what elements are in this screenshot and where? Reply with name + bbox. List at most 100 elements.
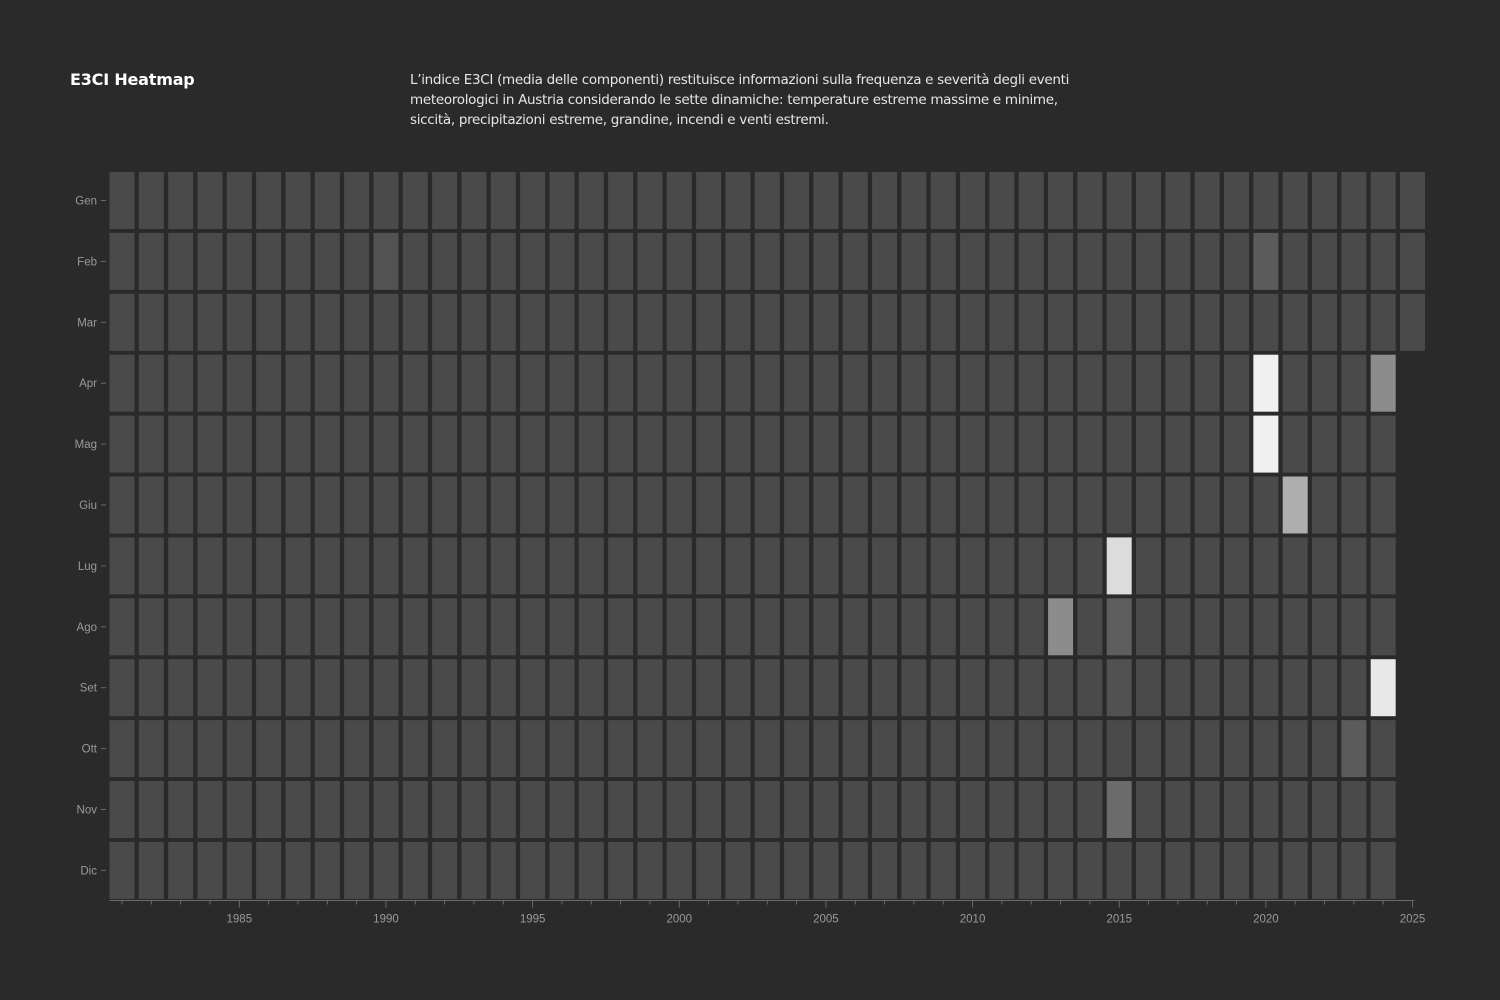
heatmap-cell-1998-lug <box>608 537 634 595</box>
heatmap-cell-2023-gen <box>1341 172 1367 229</box>
heatmap-cell-2012-lug <box>1018 537 1044 595</box>
heatmap-cell-2005-dic <box>813 841 839 899</box>
heatmap-cell-2007-feb <box>872 232 898 290</box>
heatmap-cell-1994-nov <box>490 781 516 838</box>
heatmap-cell-2024-mar <box>1370 293 1396 351</box>
heatmap-cell-1995-apr <box>520 354 546 412</box>
y-tick-label-lug: Lug <box>78 561 97 573</box>
heatmap-cell-1994-mar <box>490 293 516 351</box>
heatmap-cell-2024-gen <box>1370 172 1396 229</box>
heatmap-cell-2017-set <box>1165 659 1191 717</box>
heatmap-cell-1999-set <box>637 659 663 717</box>
heatmap-cell-2018-lug <box>1194 537 1220 595</box>
heatmap-cell-1996-mar <box>549 293 575 351</box>
heatmap-cell-2015-gen <box>1106 172 1132 229</box>
heatmap-cell-1982-lug <box>138 537 164 595</box>
heatmap-cell-2023-dic <box>1341 841 1367 899</box>
heatmap-cell-1986-apr <box>256 354 282 412</box>
x-tick-label-2020: 2020 <box>1253 914 1279 926</box>
heatmap-cell-2002-apr <box>725 354 751 412</box>
heatmap-cell-2015-ago <box>1106 598 1132 656</box>
heatmap-cell-2007-mag <box>872 415 898 473</box>
heatmap-cell-1988-ago <box>314 598 340 656</box>
heatmap-cell-1990-nov <box>373 781 399 838</box>
heatmap-cell-2013-ott <box>1048 720 1074 778</box>
heatmap-cell-1989-apr <box>344 354 370 412</box>
heatmap-cell-2006-ago <box>842 598 868 656</box>
heatmap-cell-1995-mag <box>520 415 546 473</box>
heatmap-cell-2002-nov <box>725 781 751 838</box>
heatmap-cell-1990-apr <box>373 354 399 412</box>
heatmap-cell-2001-giu <box>696 476 722 534</box>
heatmap-cell-2018-nov <box>1194 781 1220 838</box>
heatmap-cell-1995-mar <box>520 293 546 351</box>
heatmap-cell-1998-ago <box>608 598 634 656</box>
heatmap-cell-2014-dic <box>1077 841 1103 899</box>
heatmap-cell-2008-apr <box>901 354 927 412</box>
heatmap-cell-2014-feb <box>1077 232 1103 290</box>
heatmap-cell-2001-feb <box>696 232 722 290</box>
heatmap-cell-2010-giu <box>960 476 986 534</box>
heatmap-cell-2002-giu <box>725 476 751 534</box>
chart-title: E3CI Heatmap <box>70 70 195 89</box>
heatmap-cell-1986-mag <box>256 415 282 473</box>
heatmap-cell-2022-mar <box>1312 293 1338 351</box>
heatmap-cell-2000-giu <box>666 476 692 534</box>
heatmap-cell-2025-feb <box>1400 232 1426 290</box>
heatmap-cell-1984-gen <box>197 172 223 229</box>
heatmap-cell-2012-giu <box>1018 476 1044 534</box>
heatmap-cell-1991-giu <box>402 476 428 534</box>
heatmap-cell-1997-mag <box>578 415 604 473</box>
heatmap-cell-1983-mar <box>168 293 194 351</box>
heatmap-cell-1989-feb <box>344 232 370 290</box>
heatmap-cell-2022-mag <box>1312 415 1338 473</box>
y-tick-label-ott: Ott <box>82 744 98 756</box>
heatmap-cell-1994-giu <box>490 476 516 534</box>
heatmap-cell-1986-set <box>256 659 282 717</box>
heatmap-cell-2024-mag <box>1370 415 1396 473</box>
heatmap-cell-1994-apr <box>490 354 516 412</box>
heatmap-cell-1993-apr <box>461 354 487 412</box>
heatmap-cell-1993-dic <box>461 841 487 899</box>
heatmap-cell-2002-set <box>725 659 751 717</box>
heatmap-cell-2023-mag <box>1341 415 1367 473</box>
heatmap-cell-2007-gen <box>872 172 898 229</box>
heatmap-cell-2000-lug <box>666 537 692 595</box>
heatmap-cell-2021-apr <box>1282 354 1308 412</box>
heatmap-cell-2015-giu <box>1106 476 1132 534</box>
heatmap-cell-2006-nov <box>842 781 868 838</box>
heatmap-cell-1985-feb <box>226 232 252 290</box>
heatmap-cell-2002-mag <box>725 415 751 473</box>
heatmap-cell-2018-dic <box>1194 841 1220 899</box>
heatmap-cell-1986-lug <box>256 537 282 595</box>
heatmap-cell-2020-mar <box>1253 293 1279 351</box>
heatmap-cell-2018-mar <box>1194 293 1220 351</box>
heatmap-cell-1988-feb <box>314 232 340 290</box>
heatmap-cell-1996-gen <box>549 172 575 229</box>
heatmap-cell-2009-dic <box>930 841 956 899</box>
y-tick-label-apr: Apr <box>79 378 97 390</box>
heatmap-cell-1994-lug <box>490 537 516 595</box>
heatmap-cell-1981-nov <box>109 781 135 838</box>
heatmap-cell-1992-mag <box>432 415 458 473</box>
heatmap-cell-2006-dic <box>842 841 868 899</box>
heatmap-cell-1997-ott <box>578 720 604 778</box>
heatmap-cell-1986-gen <box>256 172 282 229</box>
heatmap-cell-2004-ott <box>784 720 810 778</box>
heatmap-cell-2002-ott <box>725 720 751 778</box>
heatmap-cell-2003-lug <box>754 537 780 595</box>
heatmap-cell-1992-lug <box>432 537 458 595</box>
heatmap-cell-2019-lug <box>1224 537 1250 595</box>
heatmap-cell-1997-dic <box>578 841 604 899</box>
heatmap-cell-2010-ago <box>960 598 986 656</box>
heatmap-cell-2002-ago <box>725 598 751 656</box>
heatmap-cell-1995-ott <box>520 720 546 778</box>
heatmap-cell-1986-dic <box>256 841 282 899</box>
heatmap-cell-2023-mar <box>1341 293 1367 351</box>
heatmap-cell-2006-apr <box>842 354 868 412</box>
heatmap-cell-1986-feb <box>256 232 282 290</box>
heatmap-cell-1987-giu <box>285 476 311 534</box>
heatmap-cell-1981-mag <box>109 415 135 473</box>
heatmap-cell-2013-apr <box>1048 354 1074 412</box>
